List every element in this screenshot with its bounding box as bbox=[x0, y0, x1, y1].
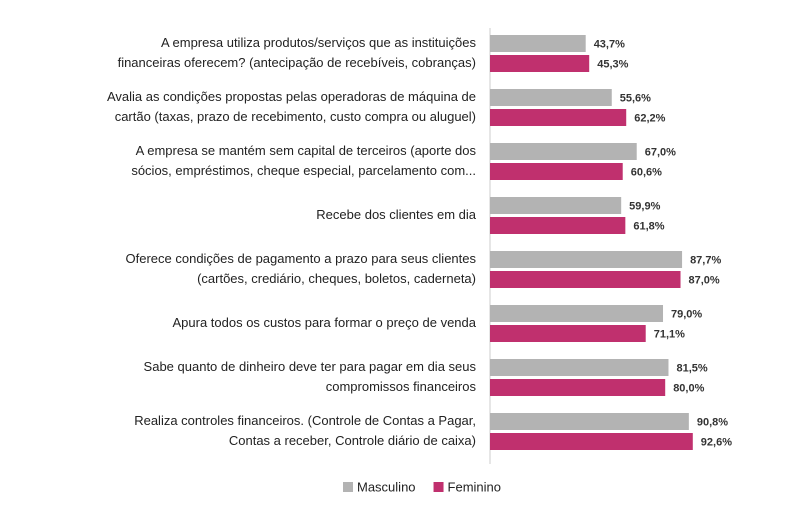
bar bbox=[490, 251, 683, 268]
bar bbox=[490, 35, 586, 52]
bar bbox=[490, 305, 664, 322]
value-label: 67,0% bbox=[645, 146, 676, 158]
bar bbox=[490, 359, 669, 376]
value-label: 60,6% bbox=[631, 166, 662, 178]
value-label: 92,6% bbox=[701, 436, 732, 448]
bar bbox=[490, 197, 622, 214]
category-label: Contas a receber, Controle diário de cai… bbox=[229, 433, 476, 448]
bar bbox=[490, 217, 626, 234]
legend-label: Feminino bbox=[448, 479, 501, 494]
category-label: A empresa se mantém sem capital de terce… bbox=[136, 143, 477, 158]
category-label: Oferece condições de pagamento a prazo p… bbox=[126, 251, 477, 266]
bar bbox=[490, 89, 612, 106]
bar bbox=[490, 143, 637, 160]
bar bbox=[490, 325, 646, 342]
bar bbox=[490, 413, 689, 430]
bar bbox=[490, 433, 693, 450]
value-label: 87,0% bbox=[689, 274, 720, 286]
bar bbox=[490, 163, 623, 180]
value-label: 81,5% bbox=[676, 362, 707, 374]
bar bbox=[490, 55, 590, 72]
category-label: Apura todos os custos para formar o preç… bbox=[172, 315, 476, 330]
category-label: compromissos financeiros bbox=[326, 379, 477, 394]
legend-label: Masculino bbox=[357, 479, 416, 494]
value-label: 59,9% bbox=[629, 200, 660, 212]
category-label: Realiza controles financeiros. (Controle… bbox=[134, 413, 476, 428]
value-label: 61,8% bbox=[633, 220, 664, 232]
category-label: Recebe dos clientes em dia bbox=[316, 207, 476, 222]
category-label: Sabe quanto de dinheiro deve ter para pa… bbox=[144, 359, 477, 374]
bar bbox=[490, 271, 681, 288]
value-label: 45,3% bbox=[597, 58, 628, 70]
value-label: 80,0% bbox=[673, 382, 704, 394]
category-label: sócios, empréstimos, cheque especial, pa… bbox=[131, 163, 476, 178]
value-label: 43,7% bbox=[594, 38, 625, 50]
value-label: 79,0% bbox=[671, 308, 702, 320]
category-label: Avalia as condições propostas pelas oper… bbox=[107, 89, 476, 104]
legend-swatch bbox=[343, 482, 353, 492]
category-label: cartão (taxas, prazo de recebimento, cus… bbox=[115, 109, 476, 124]
bar bbox=[490, 109, 627, 126]
value-label: 87,7% bbox=[690, 254, 721, 266]
category-label: financeiras oferecem? (antecipação de re… bbox=[118, 55, 476, 70]
category-label: (cartões, crediário, cheques, boletos, c… bbox=[197, 271, 476, 286]
value-label: 90,8% bbox=[697, 416, 728, 428]
value-label: 71,1% bbox=[654, 328, 685, 340]
value-label: 62,2% bbox=[634, 112, 665, 124]
value-label: 55,6% bbox=[620, 92, 651, 104]
legend-swatch bbox=[433, 482, 444, 492]
category-label: A empresa utiliza produtos/serviços que … bbox=[161, 35, 477, 50]
bar bbox=[490, 379, 666, 396]
